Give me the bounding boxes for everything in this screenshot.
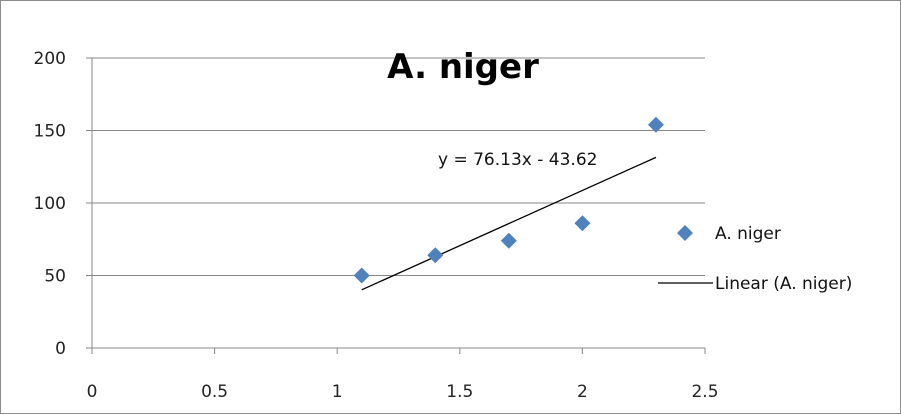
trendline-equation: y = 76.13x - 43.62 xyxy=(438,150,597,170)
legend-trendline-label: Linear (A. niger) xyxy=(715,274,852,294)
data-points xyxy=(353,116,664,284)
x-tick-label: 0 xyxy=(87,382,98,402)
x-tick-label: 0.5 xyxy=(201,382,228,402)
data-point xyxy=(574,215,591,232)
y-tick-label: 150 xyxy=(34,122,66,142)
legend-series-label: A. niger xyxy=(715,224,781,244)
axes: 0 50 100 150 200 0 0.5 1 1.5 2 2.5 xyxy=(34,49,719,402)
x-tick-label: 2.5 xyxy=(691,382,718,402)
x-tick-label: 1.5 xyxy=(446,382,473,402)
trendline-layer xyxy=(361,156,657,291)
x-tick-label: 2 xyxy=(577,382,588,402)
y-tick-label: 100 xyxy=(34,194,66,214)
data-point xyxy=(427,247,444,264)
linear-trendline xyxy=(361,156,657,291)
y-tick-label: 200 xyxy=(34,49,66,69)
y-tick-label: 0 xyxy=(55,339,66,359)
data-point xyxy=(500,232,517,249)
data-point xyxy=(353,267,370,284)
x-tick-label: 1 xyxy=(332,382,343,402)
y-tick-label: 50 xyxy=(44,267,66,287)
chart-title: A. niger xyxy=(387,47,539,87)
data-point xyxy=(647,116,664,133)
gridlines xyxy=(92,57,705,276)
legend-marker-diamond xyxy=(677,225,693,241)
legend: A. niger Linear (A. niger) xyxy=(658,224,852,294)
